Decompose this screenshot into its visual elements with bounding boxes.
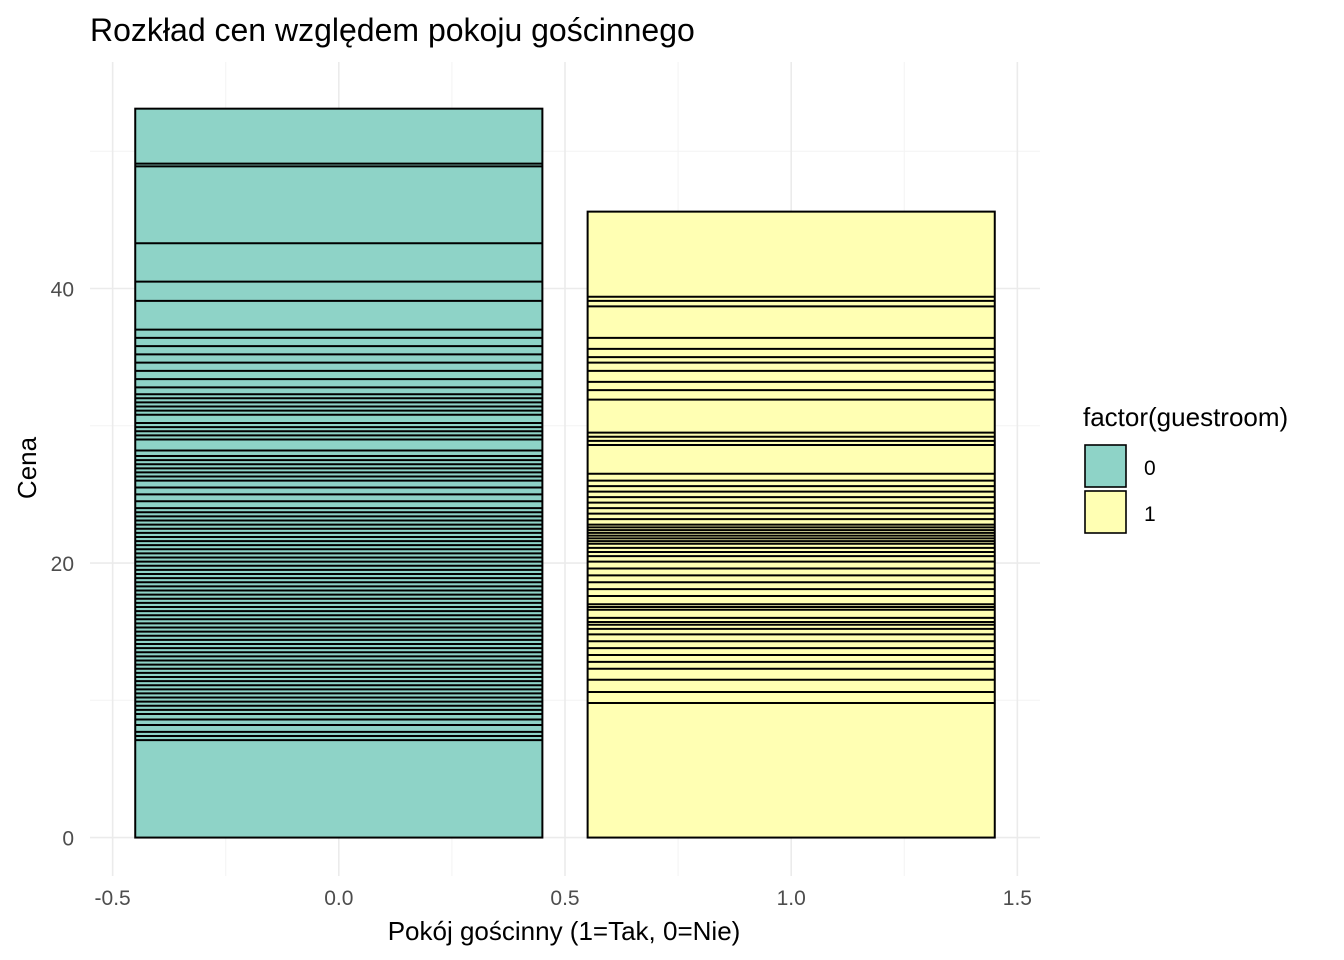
- x-tick-label: 0.5: [550, 887, 579, 910]
- legend-key-0: [1084, 444, 1127, 488]
- legend-title: factor(guestroom): [1083, 402, 1288, 432]
- y-tick-label: 20: [51, 553, 74, 576]
- x-tick-label: 1.0: [777, 887, 806, 910]
- legend-key-1: [1084, 490, 1127, 534]
- chart-title: Rozkład cen względem pokoju gościnnego: [90, 12, 695, 48]
- bars: [134, 107, 996, 839]
- y-axis: 0 20 40: [51, 278, 74, 850]
- x-axis: -0.5 0.0 0.5 1.0 1.5: [95, 887, 1032, 910]
- legend: factor(guestroom) 0 1: [1083, 402, 1288, 534]
- x-tick-label: 0.0: [324, 887, 353, 910]
- x-tick-label: 1.5: [1003, 887, 1032, 910]
- bar-group-1: [586, 210, 996, 839]
- bar-group-0: [134, 107, 544, 839]
- x-tick-label: -0.5: [95, 887, 131, 910]
- legend-label-0: 0: [1144, 457, 1156, 480]
- legend-label-1: 1: [1144, 503, 1156, 526]
- y-axis-title: Cena: [12, 436, 42, 499]
- x-axis-title: Pokój gościnny (1=Tak, 0=Nie): [388, 916, 741, 946]
- y-tick-label: 0: [62, 828, 74, 851]
- y-tick-label: 40: [51, 278, 74, 301]
